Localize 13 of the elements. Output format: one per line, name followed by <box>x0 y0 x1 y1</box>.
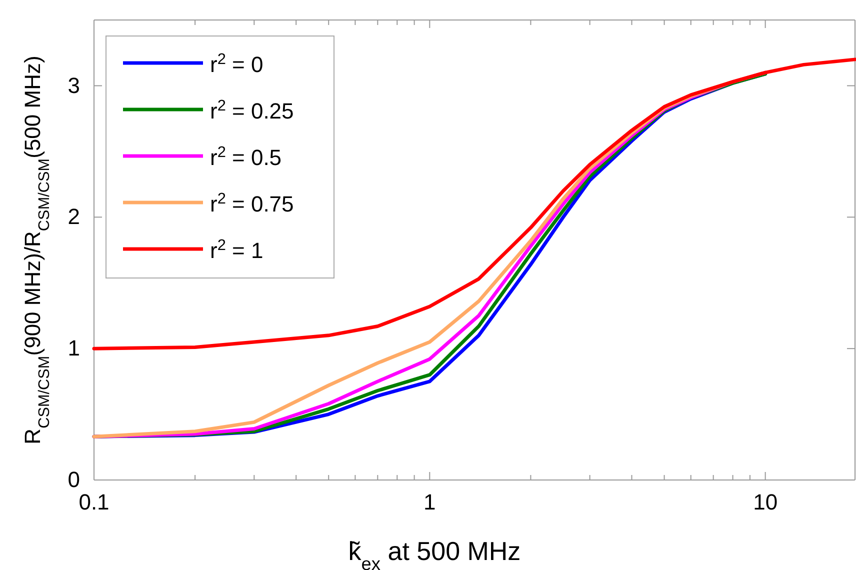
x-tick-label: 1 <box>424 490 436 515</box>
x-tick-label: 0.1 <box>78 490 110 515</box>
y-tick-label: 1 <box>68 336 80 361</box>
y-tick-label: 2 <box>68 204 80 230</box>
x-axis-title: k̃$_{ex}$ at 500 MHz <box>348 536 521 570</box>
legend-label: r$^{2}$ = 0 <box>210 50 264 77</box>
legend-label: r$^{2}$ = 0.5 <box>210 144 282 170</box>
legend-label: r$^{2}$ = 0.75 <box>210 190 294 216</box>
x-tick-label: 10 <box>753 490 778 515</box>
y-tick-label: 3 <box>68 72 80 98</box>
y-tick-label: 0 <box>68 467 80 492</box>
legend-label: r$^{2}$ = 0.25 <box>210 97 294 124</box>
legend-label: r$^{2}$ = 1 <box>210 236 264 263</box>
